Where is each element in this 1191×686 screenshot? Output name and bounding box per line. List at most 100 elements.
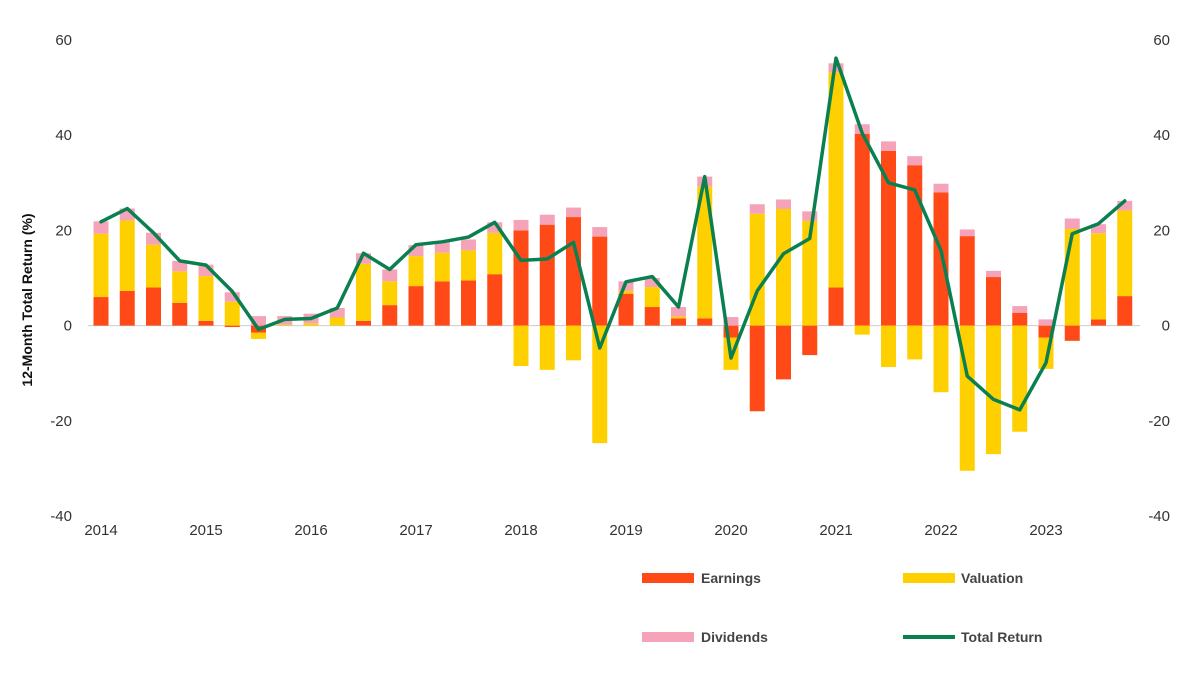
bar-valuation xyxy=(487,232,503,275)
bar-earnings xyxy=(986,277,1001,326)
legend-item-total-return[interactable]: Total Return xyxy=(903,629,1042,645)
bar-earnings xyxy=(146,287,161,326)
bar-valuation xyxy=(592,325,608,444)
bar-earnings xyxy=(1012,312,1028,326)
bar-dividends xyxy=(1091,224,1106,234)
x-tick-label: 2018 xyxy=(504,522,537,539)
bar-valuation xyxy=(933,325,949,393)
bar-dividends xyxy=(329,307,345,318)
y2-tick-label: -20 xyxy=(1148,413,1170,430)
bar-valuation xyxy=(224,301,240,326)
bar-valuation xyxy=(329,317,345,326)
bar-dividends xyxy=(513,219,529,231)
bar-valuation xyxy=(303,323,319,326)
bar-valuation xyxy=(776,208,791,326)
x-tick-label: 2023 xyxy=(1029,522,1062,539)
bar-dividends xyxy=(566,207,581,218)
legend-swatch-earnings xyxy=(642,573,694,583)
legend-item-dividends[interactable]: Dividends xyxy=(642,629,768,645)
bar-earnings xyxy=(382,305,398,326)
x-tick-label: 2014 xyxy=(84,522,117,539)
bar-dividends xyxy=(749,204,765,214)
bar-dividends xyxy=(461,239,476,251)
bar-earnings xyxy=(434,281,450,326)
bar-earnings xyxy=(539,224,555,326)
x-tick-label: 2019 xyxy=(609,522,642,539)
bar-earnings xyxy=(802,325,818,356)
x-tick-label: 2017 xyxy=(399,522,432,539)
bar-earnings xyxy=(933,192,949,326)
bar-dividends xyxy=(539,214,555,225)
bar-dividends xyxy=(1117,200,1133,211)
bar-valuation xyxy=(1064,228,1080,326)
bar-earnings xyxy=(881,150,896,326)
bar-dividends xyxy=(907,156,923,166)
bar-dividends xyxy=(356,253,371,264)
y-tick-label: -40 xyxy=(50,508,72,525)
bar-earnings xyxy=(198,320,214,326)
x-tick-label: 2021 xyxy=(819,522,852,539)
bar-earnings xyxy=(959,236,975,326)
bar-earnings xyxy=(854,133,870,326)
bar-earnings xyxy=(644,307,660,326)
y-axis-title: 12-Month Total Return (%) xyxy=(19,213,35,386)
bar-earnings xyxy=(224,325,240,328)
bar-dividends xyxy=(119,208,135,221)
legend-swatch-valuation xyxy=(903,573,955,583)
bar-dividends xyxy=(802,211,818,221)
bar-earnings xyxy=(907,165,923,326)
bar-valuation xyxy=(356,263,371,321)
bar-dividends xyxy=(671,307,686,317)
legend-swatch-dividends xyxy=(642,632,694,642)
bar-dividends xyxy=(224,292,240,302)
bar-valuation xyxy=(1117,210,1133,297)
bar-dividends xyxy=(986,270,1001,278)
total-return-line xyxy=(99,56,1127,412)
bar-dividends xyxy=(146,232,161,245)
legend: Earnings Valuation Dividends Total Retur… xyxy=(642,570,1042,645)
bar-valuation xyxy=(907,325,923,360)
x-axis: 2014 2015 2016 2017 2018 2019 2020 2021 2022 2023 xyxy=(84,522,1062,539)
bar-valuation xyxy=(277,324,293,326)
bar-valuation xyxy=(513,325,529,367)
y2-tick-label: 0 xyxy=(1162,318,1170,335)
legend-label-dividends: Dividends xyxy=(701,629,768,645)
bar-valuation xyxy=(697,186,713,319)
legend-item-earnings[interactable]: Earnings xyxy=(642,570,761,586)
bar-earnings xyxy=(513,230,529,326)
bar-valuation xyxy=(802,220,818,326)
legend-label-earnings: Earnings xyxy=(701,570,761,586)
bar-dividends xyxy=(933,183,949,193)
bar-valuation xyxy=(172,271,188,303)
legend-label-total-return: Total Return xyxy=(961,629,1042,645)
bar-earnings xyxy=(461,280,476,326)
bar-valuation xyxy=(461,250,476,281)
bar-valuation xyxy=(251,332,266,339)
bar-earnings xyxy=(119,290,135,326)
y2-tick-label: 60 xyxy=(1153,32,1170,49)
bar-valuation xyxy=(566,325,581,361)
x-tick-label: 2022 xyxy=(924,522,957,539)
bar-earnings xyxy=(828,287,844,326)
bar-valuation xyxy=(119,220,135,291)
bar-dividends xyxy=(1064,218,1080,229)
total-return-line-group xyxy=(99,56,1127,412)
bars-group xyxy=(93,63,1133,471)
bar-dividends xyxy=(487,222,503,233)
bar-earnings xyxy=(1038,325,1054,338)
bar-dividends xyxy=(408,245,424,257)
bar-dividends xyxy=(251,316,266,326)
bar-valuation xyxy=(881,325,896,368)
bar-valuation xyxy=(539,325,555,370)
bar-earnings xyxy=(93,297,109,326)
x-tick-label: 2020 xyxy=(714,522,747,539)
bar-earnings xyxy=(697,318,713,326)
bar-dividends xyxy=(1012,306,1028,313)
bar-earnings xyxy=(566,217,581,326)
bar-dividends xyxy=(382,269,398,282)
bar-valuation xyxy=(434,252,450,282)
y-tick-label: -20 xyxy=(50,413,72,430)
bar-valuation xyxy=(828,72,844,288)
legend-item-valuation[interactable]: Valuation xyxy=(903,570,1023,586)
